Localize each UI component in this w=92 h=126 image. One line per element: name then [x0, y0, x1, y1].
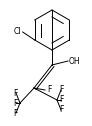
Text: Cl: Cl — [13, 27, 21, 37]
Text: F: F — [14, 88, 18, 98]
Text: F: F — [59, 105, 63, 115]
Text: F: F — [59, 86, 63, 94]
Text: F: F — [14, 99, 18, 107]
Text: OH: OH — [69, 56, 81, 66]
Text: F: F — [14, 108, 18, 118]
Text: F: F — [47, 86, 51, 94]
Text: F: F — [59, 96, 63, 104]
